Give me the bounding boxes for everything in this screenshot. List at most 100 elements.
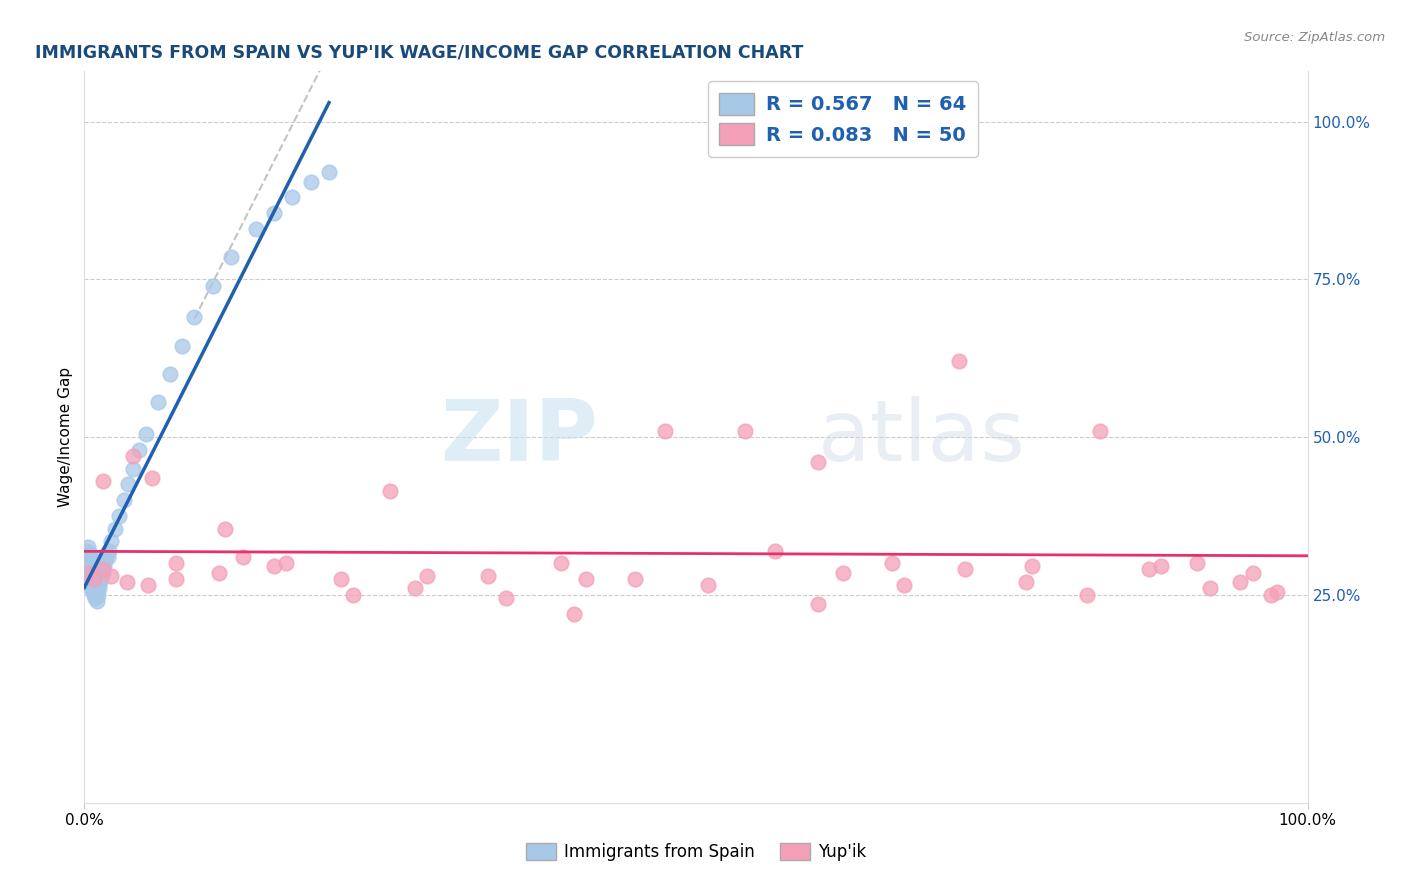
Point — [281, 190, 304, 204]
Point — [84, 591, 107, 605]
Point — [330, 572, 353, 586]
Point — [117, 477, 139, 491]
Point — [342, 588, 364, 602]
Legend: Immigrants from Spain, Yup'ik: Immigrants from Spain, Yup'ik — [519, 836, 873, 868]
Point — [183, 310, 205, 325]
Point — [880, 556, 903, 570]
Point — [146, 395, 169, 409]
Point — [1187, 556, 1209, 570]
Point — [80, 574, 103, 588]
Point — [141, 471, 163, 485]
Point — [90, 570, 112, 584]
Point — [80, 582, 103, 597]
Point — [477, 569, 499, 583]
Point — [83, 572, 105, 586]
Point — [1015, 575, 1038, 590]
Point — [562, 607, 585, 621]
Y-axis label: Wage/Income Gap: Wage/Income Gap — [58, 367, 73, 508]
Point — [208, 566, 231, 580]
Point — [172, 338, 194, 352]
Point — [380, 483, 402, 498]
Point — [82, 566, 104, 580]
Point — [831, 566, 853, 580]
Point — [1198, 582, 1220, 596]
Point — [495, 591, 517, 605]
Point — [575, 572, 598, 586]
Point — [77, 562, 100, 576]
Point — [318, 165, 340, 179]
Point — [299, 175, 322, 189]
Point — [219, 251, 242, 265]
Point — [82, 576, 104, 591]
Point — [128, 442, 150, 457]
Point — [165, 572, 187, 586]
Text: Source: ZipAtlas.com: Source: ZipAtlas.com — [1244, 31, 1385, 45]
Point — [83, 588, 105, 602]
Point — [245, 222, 267, 236]
Point — [122, 461, 145, 475]
Point — [276, 556, 298, 570]
Point — [107, 508, 129, 523]
Point — [89, 575, 111, 590]
Point — [77, 547, 100, 561]
Point — [416, 569, 439, 583]
Point — [77, 566, 100, 580]
Point — [76, 566, 98, 580]
Point — [79, 569, 101, 583]
Point — [765, 543, 787, 558]
Point — [654, 424, 676, 438]
Point — [112, 493, 135, 508]
Point — [1150, 559, 1173, 574]
Point — [893, 578, 915, 592]
Point — [1241, 566, 1264, 580]
Point — [77, 575, 100, 590]
Point — [165, 556, 187, 570]
Point — [550, 556, 572, 570]
Point — [263, 206, 285, 220]
Point — [84, 582, 107, 596]
Point — [135, 426, 157, 441]
Point — [232, 549, 254, 564]
Point — [115, 575, 138, 590]
Point — [84, 572, 107, 586]
Point — [948, 354, 970, 368]
Point — [75, 559, 97, 574]
Point — [91, 566, 114, 580]
Point — [91, 474, 114, 488]
Point — [1229, 575, 1251, 590]
Point — [87, 572, 110, 586]
Point — [807, 597, 830, 611]
Point — [624, 572, 647, 586]
Point — [87, 582, 110, 596]
Point — [201, 278, 224, 293]
Point — [697, 578, 720, 592]
Point — [80, 564, 103, 578]
Point — [953, 562, 976, 576]
Point — [1265, 584, 1288, 599]
Point — [77, 556, 100, 570]
Point — [77, 549, 100, 564]
Point — [104, 521, 127, 535]
Point — [97, 543, 120, 558]
Point — [86, 582, 108, 597]
Point — [122, 449, 145, 463]
Point — [79, 559, 101, 574]
Point — [404, 582, 426, 596]
Point — [83, 578, 105, 592]
Point — [77, 572, 100, 586]
Point — [94, 553, 117, 567]
Point — [76, 553, 98, 567]
Point — [100, 569, 122, 583]
Point — [97, 549, 120, 564]
Point — [93, 559, 115, 574]
Point — [734, 424, 756, 438]
Point — [1088, 424, 1111, 438]
Point — [77, 566, 100, 580]
Point — [96, 547, 118, 561]
Point — [807, 455, 830, 469]
Point — [214, 521, 236, 535]
Point — [1076, 588, 1098, 602]
Point — [83, 569, 105, 583]
Text: ZIP: ZIP — [440, 395, 598, 479]
Point — [1137, 562, 1160, 576]
